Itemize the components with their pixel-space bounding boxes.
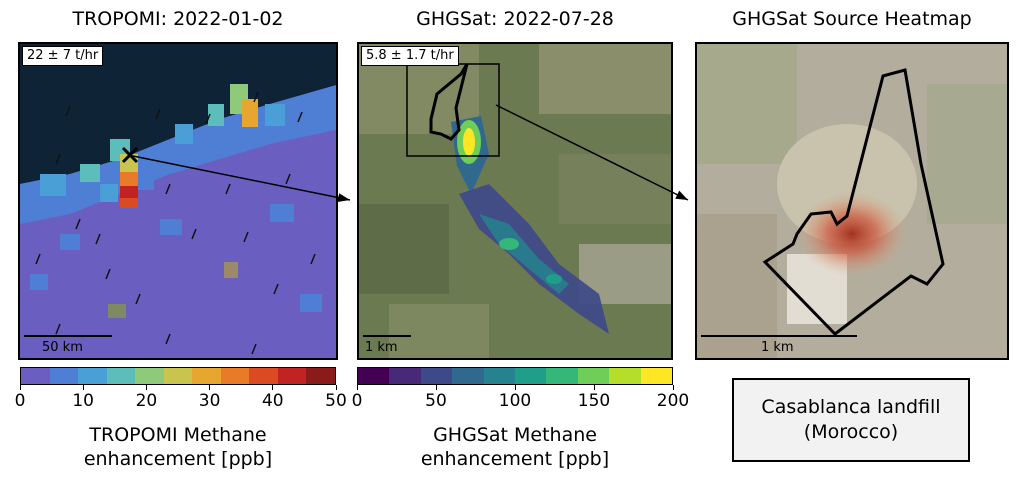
- tropomi-colorbar-segment: [49, 368, 79, 384]
- landfill-outline: [429, 63, 469, 141]
- tropomi-colorbar-tickmark: [209, 385, 211, 390]
- tropomi-colorbar-segment: [192, 368, 221, 384]
- heatmap-image: [697, 44, 1007, 358]
- tropomi-colorbar-label: TROPOMI Methane enhancement [ppb]: [20, 423, 336, 471]
- ghgsat-map: 5.8 ± 1.7 t/hr 1 km: [357, 42, 673, 360]
- site-label-box: Casablanca landfill (Morocco): [732, 378, 970, 462]
- site-name: Casablanca landfill: [761, 396, 941, 418]
- ghgsat-colorbar-segment: [640, 368, 673, 384]
- tropomi-colorbar-tickmark: [272, 385, 274, 390]
- ghgsat-scale-label: 1 km: [365, 340, 398, 355]
- ghgsat-colorbar-segment: [420, 368, 453, 384]
- tropomi-colorbar-tickmark: [82, 385, 84, 390]
- ghgsat-colorbar-segment: [577, 368, 610, 384]
- tropomi-colorbar-segment: [220, 368, 250, 384]
- tropomi-colorbar-tick-label: 40: [261, 391, 284, 411]
- ghgsat-colorbar-segment: [389, 368, 421, 384]
- tropomi-colorbar-tick-label: 0: [14, 391, 26, 411]
- ghgsat-title: GHGSat: 2022-07-28: [416, 8, 614, 30]
- ghgsat-colorbar: [357, 367, 673, 385]
- ghgsat-colorbar-tick-label: 100: [498, 391, 532, 411]
- tropomi-colorbar-segment: [78, 368, 107, 384]
- ghgsat-colorbar-label-line1: GHGSat Methane: [433, 424, 597, 446]
- tropomi-colorbar-segment: [135, 368, 164, 384]
- tropomi-colorbar-tick-label: 50: [325, 391, 347, 411]
- tropomi-colorbar-label-line2: enhancement [ppb]: [83, 448, 273, 470]
- tropomi-title: TROPOMI: 2022-01-02: [72, 8, 284, 30]
- ghgsat-colorbar-segment: [609, 368, 641, 384]
- tropomi-map-image: [20, 44, 336, 355]
- ghgsat-colorbar-segment: [483, 368, 516, 384]
- tropomi-colorbar-segment: [249, 368, 278, 384]
- ghgsat-colorbar-tickmark: [514, 385, 516, 390]
- ghgsat-colorbar-segment: [546, 368, 578, 384]
- site-country: (Morocco): [803, 421, 899, 443]
- tropomi-colorbar-tickmark: [335, 385, 337, 390]
- tropomi-colorbar-label-line1: TROPOMI Methane: [89, 424, 267, 446]
- ghgsat-colorbar-segment: [358, 368, 390, 384]
- tropomi-colorbar-segment: [277, 368, 307, 384]
- tropomi-colorbar-tick-label: 30: [198, 391, 221, 411]
- tropomi-colorbar-tick-label: 20: [135, 391, 158, 411]
- ghgsat-colorbar-tick-label: 50: [425, 391, 447, 411]
- tropomi-map: 22 ± 7 t/hr 50 km: [18, 42, 338, 360]
- tropomi-colorbar-tick-label: 10: [72, 391, 95, 411]
- tropomi-colorbar: [20, 367, 336, 385]
- ghgsat-colorbar-tickmark: [435, 385, 437, 390]
- ghgsat-colorbar-tick-label: 0: [351, 391, 363, 411]
- ghgsat-colorbar-tick-label: 200: [656, 391, 690, 411]
- ghgsat-colorbar-label: GHGSat Methane enhancement [ppb]: [357, 423, 673, 471]
- tropomi-colorbar-segment: [163, 368, 193, 384]
- ghgsat-colorbar-label-line2: enhancement [ppb]: [420, 448, 610, 470]
- landfill-outline-zoom: [762, 68, 945, 336]
- ghgsat-colorbar-tick-label: 150: [577, 391, 611, 411]
- ghgsat-colorbar-tickmark: [356, 385, 358, 390]
- heatmap-scale-label: 1 km: [761, 340, 794, 355]
- ghgsat-rate-badge: 5.8 ± 1.7 t/hr: [361, 46, 459, 66]
- ghgsat-colorbar-tickmark: [672, 385, 674, 390]
- tropomi-colorbar-tickmark: [145, 385, 147, 390]
- ghgsat-colorbar-tickmark: [593, 385, 595, 390]
- ghgsat-colorbar-segment: [452, 368, 484, 384]
- tropomi-rate-badge: 22 ± 7 t/hr: [22, 46, 104, 66]
- heatmap-map: 1 km: [695, 42, 1009, 360]
- tropomi-colorbar-tickmark: [19, 385, 21, 390]
- ghgsat-colorbar-segment: [515, 368, 547, 384]
- tropomi-colorbar-segment: [106, 368, 136, 384]
- heatmap-title: GHGSat Source Heatmap: [732, 8, 972, 30]
- tropomi-colorbar-segment: [21, 368, 50, 384]
- tropomi-scale-label: 50 km: [42, 340, 83, 355]
- ghgsat-map-image: [359, 44, 671, 358]
- ghgsat-colorbar-ticks: 0 50 100 150 200: [352, 385, 689, 415]
- tropomi-colorbar-ticks: 0 10 20 30 40 50: [15, 385, 347, 415]
- tropomi-colorbar-segment: [306, 368, 336, 384]
